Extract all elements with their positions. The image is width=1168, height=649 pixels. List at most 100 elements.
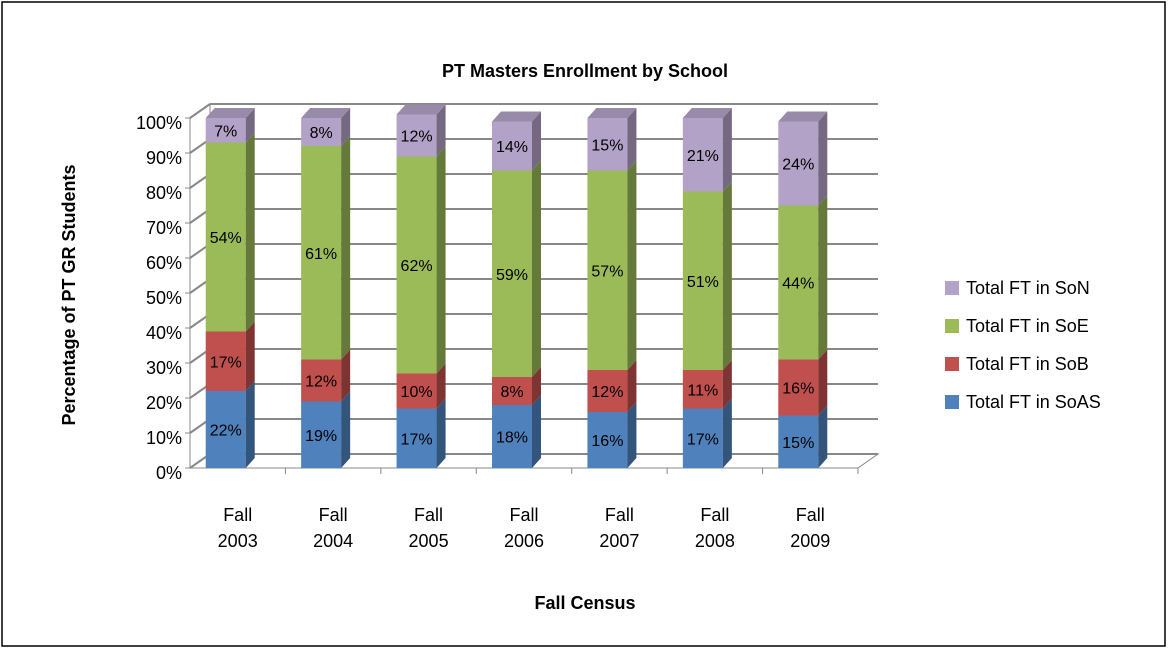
data-label: 59% xyxy=(496,267,528,284)
y-tick-label: 10% xyxy=(146,428,182,448)
data-label: 14% xyxy=(496,139,528,156)
legend-label: Total FT in SoN xyxy=(966,278,1090,298)
bar-side xyxy=(245,321,255,391)
y-tick-label: 60% xyxy=(146,253,182,273)
bar-side xyxy=(341,136,351,360)
bar-side xyxy=(436,363,446,409)
data-label: 12% xyxy=(591,384,623,401)
bar-segment xyxy=(682,370,723,409)
bar-segment xyxy=(492,121,532,171)
bar-segment xyxy=(396,408,437,468)
bar-side xyxy=(627,402,637,468)
bar-side xyxy=(627,160,637,370)
bar-segment xyxy=(205,118,246,143)
data-label: 54% xyxy=(210,230,242,247)
bar-side xyxy=(532,367,541,405)
bar-segment xyxy=(492,405,532,468)
legend-swatch xyxy=(945,319,959,333)
bar-segment xyxy=(587,170,628,370)
bar-side xyxy=(532,111,541,171)
bar-side xyxy=(245,108,255,143)
y-tick-label: 80% xyxy=(146,183,182,203)
data-label: 19% xyxy=(305,428,337,445)
bar-side xyxy=(245,381,255,468)
bar-segment xyxy=(205,142,246,332)
data-label: 17% xyxy=(210,354,242,371)
grid-line-side xyxy=(189,103,211,119)
data-label: 7% xyxy=(214,123,237,140)
bar-segment xyxy=(778,415,819,468)
bar-side xyxy=(722,181,732,370)
bar-side xyxy=(818,111,828,206)
bar-top xyxy=(396,104,446,115)
x-tick-label: Fall 2006 xyxy=(503,505,545,551)
bar-top xyxy=(492,111,541,122)
data-label: 16% xyxy=(782,381,814,398)
data-label: 44% xyxy=(782,276,814,293)
data-label: 17% xyxy=(687,431,719,448)
legend-swatch xyxy=(945,281,959,295)
bar-side xyxy=(532,395,541,468)
data-label: 10% xyxy=(401,384,433,401)
bar-segment xyxy=(396,114,437,157)
x-tick-label: Fall 2005 xyxy=(408,505,449,551)
legend-swatch xyxy=(945,395,959,409)
bar-segment xyxy=(778,359,819,416)
y-tick-label: 50% xyxy=(146,288,182,308)
y-tick-label: 40% xyxy=(146,323,182,343)
y-axis-label: Percentage of PT GR Students xyxy=(59,164,79,425)
x-tick-label: Fall 2008 xyxy=(694,505,735,551)
bar-segment xyxy=(492,170,532,377)
bar-side xyxy=(532,160,541,377)
y-tick-label: 100% xyxy=(136,113,182,133)
data-label: 21% xyxy=(687,148,719,165)
bar-segment xyxy=(587,412,628,468)
bar-side xyxy=(627,108,637,171)
data-label: 51% xyxy=(687,274,719,291)
bar-segment xyxy=(587,118,628,171)
data-label: 18% xyxy=(496,430,528,447)
bar-segment xyxy=(301,118,342,146)
data-label: 12% xyxy=(305,374,337,391)
bar-segment xyxy=(301,401,342,468)
bar-side xyxy=(627,360,637,412)
data-label: 15% xyxy=(782,435,814,452)
bar-side xyxy=(341,391,351,468)
x-tick-label: Fall 2004 xyxy=(313,505,354,551)
data-label: 16% xyxy=(591,433,623,450)
bar-side xyxy=(245,132,255,332)
bar-segment xyxy=(778,121,819,206)
bar-segment xyxy=(301,146,342,360)
data-label: 17% xyxy=(401,431,433,448)
bar-segment xyxy=(587,370,628,412)
bar-side xyxy=(818,349,828,416)
y-tick-label: 90% xyxy=(146,148,182,168)
bar-segment xyxy=(205,391,246,468)
bar-side xyxy=(436,398,446,468)
bar-top xyxy=(301,108,351,118)
bar-segment xyxy=(396,373,437,409)
y-tick-label: 0% xyxy=(156,463,182,483)
data-label: 24% xyxy=(782,157,814,174)
x-tick-label: Fall 2003 xyxy=(217,505,258,551)
data-label: 57% xyxy=(591,263,623,280)
data-label: 8% xyxy=(500,384,523,401)
data-label: 8% xyxy=(310,125,333,142)
data-label: 22% xyxy=(210,423,242,440)
bar-segment xyxy=(396,156,437,374)
legend-swatch xyxy=(945,357,959,371)
bar-side xyxy=(818,195,828,360)
x-tick-label: Fall 2007 xyxy=(599,505,640,551)
y-tick-label: 30% xyxy=(146,358,182,378)
bar-segment xyxy=(682,118,723,192)
data-label: 12% xyxy=(401,129,433,146)
bar-side xyxy=(341,108,351,146)
legend-label: Total FT in SoB xyxy=(966,354,1089,374)
bar-top xyxy=(205,108,255,118)
bar-side xyxy=(722,108,732,192)
bar-side xyxy=(341,349,351,402)
bar-segment xyxy=(682,191,723,370)
bar-segment xyxy=(205,331,246,391)
bar-segment xyxy=(301,359,342,402)
